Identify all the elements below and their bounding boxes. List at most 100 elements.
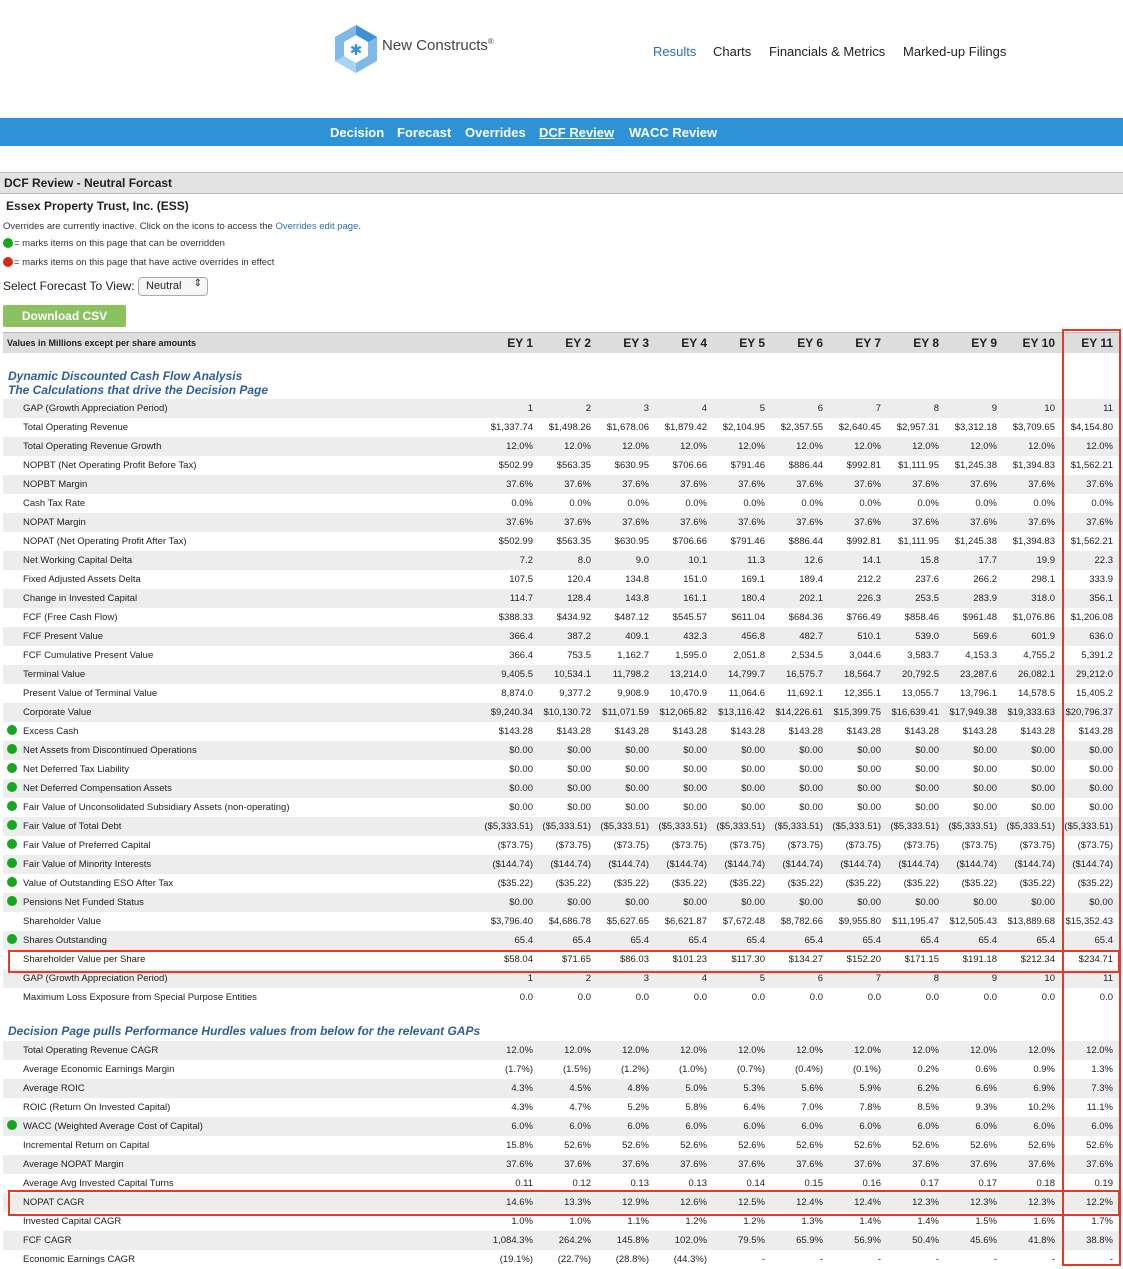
cell-value: (1.7%) [505, 1064, 533, 1075]
cell-value: 0.0% [1091, 498, 1113, 509]
cell-value: $0.00 [799, 897, 823, 908]
cell-value: 18,564.7 [844, 669, 881, 680]
override-dot-icon[interactable] [7, 744, 17, 754]
cell-value: 37.6% [564, 1159, 591, 1170]
cell-value: - [819, 1254, 823, 1265]
override-dot-icon[interactable] [7, 858, 17, 868]
override-dot-icon[interactable] [7, 839, 17, 849]
cell-value: 8 [933, 973, 939, 984]
cell-value: 1.0% [511, 1216, 533, 1227]
cell-value: $191.18 [962, 954, 997, 965]
cell-value: 4.3% [511, 1102, 533, 1113]
row-label: Fair Value of Total Debt [23, 821, 122, 832]
override-dot-icon[interactable] [7, 934, 17, 944]
cell-value: $143.28 [498, 726, 533, 737]
cell-value: 65.4 [920, 935, 940, 946]
download-csv-button[interactable]: Download CSV [3, 305, 126, 327]
cell-value: 8.0 [577, 555, 591, 566]
row-label: Corporate Value [23, 707, 92, 718]
page-title-bar: DCF Review - Neutral Forcast [0, 172, 1123, 194]
cell-value: ($5,333.51) [600, 821, 649, 832]
table-row: Net Deferred Compensation Assets $0.00 $0.… [3, 779, 1120, 798]
cell-value: 37.6% [1086, 1159, 1113, 1170]
row-label: Change in Invested Capital [23, 593, 138, 604]
cell-value: $961.48 [962, 612, 997, 623]
cell-value: $0.00 [915, 745, 939, 756]
override-dot-icon[interactable] [7, 877, 17, 887]
cell-value: $0.00 [1031, 745, 1055, 756]
cell-value: $1,111.95 [898, 536, 939, 547]
cell-value: 6.4% [743, 1102, 765, 1113]
cell-value: (44.3%) [673, 1254, 707, 1265]
cell-value: $0.00 [741, 764, 765, 775]
cell-value: $4,686.78 [548, 916, 591, 927]
cell-value: ($5,333.51) [484, 821, 533, 832]
nav-marked-up-filings[interactable]: Marked-up Filings [903, 44, 1007, 59]
cell-value: 151.0 [683, 574, 707, 585]
cell-value: $143.28 [1020, 726, 1055, 737]
cell-value: 37.6% [738, 479, 765, 490]
override-dot-icon[interactable] [7, 763, 17, 773]
cell-value: 15.8% [506, 1140, 533, 1151]
column-header: EY 10 [1022, 336, 1055, 350]
cell-value: 4.5% [569, 1083, 591, 1094]
cell-value: 0.13 [630, 1178, 650, 1189]
cell-value: $1,562.21 [1070, 536, 1113, 547]
table-row: NOPAT CAGR 14.6% 13.3% 12.9% 12.6% 12.5% 12.4%… [3, 1193, 1120, 1212]
tab-wacc-review[interactable]: WACC Review [629, 125, 718, 140]
cell-value: $1,245.38 [954, 460, 997, 471]
cell-value: 601.9 [1031, 631, 1055, 642]
tab-dcf-review[interactable]: DCF Review [539, 125, 615, 140]
cell-value: $0.00 [683, 764, 707, 775]
override-dot-icon[interactable] [7, 896, 17, 906]
cell-value: 0.17 [920, 1178, 940, 1189]
table-row: Pensions Net Funded Status $0.00 $0.00 $0.0… [3, 893, 1120, 912]
override-dot-icon[interactable] [7, 782, 17, 792]
cell-value: $0.00 [973, 783, 997, 794]
tab-forecast[interactable]: Forecast [397, 125, 452, 140]
cell-value: 15,405.2 [1076, 688, 1113, 699]
cell-value: 12.0% [912, 1045, 939, 1056]
cell-value: 0.14 [746, 1178, 766, 1189]
row-label: Present Value of Terminal Value [23, 688, 158, 699]
cell-value: ($5,333.51) [948, 821, 997, 832]
override-dot-icon[interactable] [7, 725, 17, 735]
forecast-select[interactable]: Neutral ⇕ [138, 277, 208, 296]
cell-value: $11,195.47 [892, 916, 939, 927]
cell-value: 52.6% [622, 1140, 649, 1151]
cell-value: $0.00 [509, 897, 533, 908]
row-label: NOPAT Margin [23, 517, 86, 528]
cell-value: $886.44 [788, 536, 823, 547]
cell-value: 6.0% [801, 1121, 823, 1132]
brand-logo[interactable]: ✱ New Constructs® [333, 24, 494, 74]
nav-financials-metrics[interactable]: Financials & Metrics [769, 44, 886, 59]
cell-value: 65.4 [862, 935, 882, 946]
override-dot-icon[interactable] [7, 801, 17, 811]
row-label: NOPAT CAGR [23, 1197, 85, 1208]
cell-value: $86.03 [619, 954, 649, 965]
nopat-cagr-highlight-box [8, 1190, 1120, 1216]
override-dot-icon[interactable] [7, 1120, 17, 1130]
cell-value: 266.2 [973, 574, 997, 585]
tab-decision[interactable]: Decision [330, 125, 385, 140]
column-header: EY 6 [797, 336, 823, 350]
cell-value: $143.28 [672, 726, 707, 737]
cell-value: ($5,333.51) [774, 821, 823, 832]
nav-results[interactable]: Results [653, 44, 697, 59]
overrides-edit-link[interactable]: Overrides edit page [275, 221, 359, 232]
cell-value: ($144.74) [724, 859, 765, 870]
cell-value: $0.00 [509, 802, 533, 813]
cell-value: $0.00 [625, 802, 649, 813]
cell-value: $0.00 [857, 897, 881, 908]
cell-value: - [761, 1254, 765, 1265]
nav-charts[interactable]: Charts [713, 44, 752, 59]
tab-overrides[interactable]: Overrides [465, 125, 526, 140]
table-row: WACC (Weighted Average Cost of Capital) 6… [3, 1117, 1120, 1136]
cell-value: $2,957.31 [896, 422, 939, 433]
section1-title-line2: The Calculations that drive the Decision… [8, 383, 269, 397]
cell-value: ($35.22) [1077, 878, 1113, 889]
override-dot-icon[interactable] [7, 820, 17, 830]
cell-value: 37.6% [738, 517, 765, 528]
cell-value: ($35.22) [555, 878, 591, 889]
cell-value: 11,692.1 [786, 688, 823, 699]
